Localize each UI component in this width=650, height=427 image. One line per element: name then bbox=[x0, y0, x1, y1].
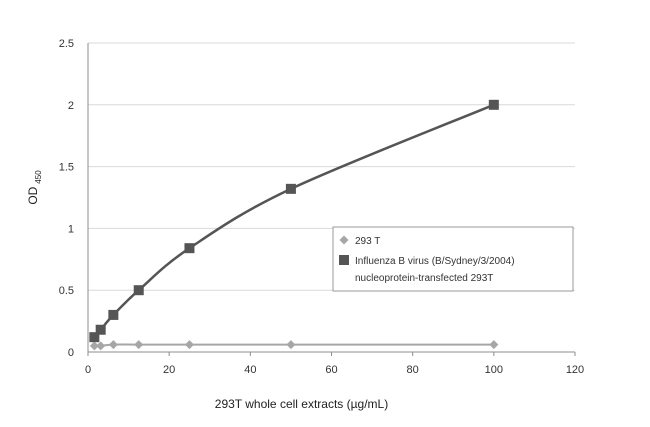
data-point bbox=[286, 340, 296, 350]
data-point bbox=[184, 340, 194, 350]
data-point bbox=[184, 243, 195, 254]
y-tick-label: 2 bbox=[68, 100, 74, 112]
legend-marker bbox=[339, 235, 349, 245]
y-axis-title-subscript: 450 bbox=[34, 170, 43, 184]
data-point bbox=[489, 340, 499, 350]
legend-label: nucleoprotein-transfected 293T bbox=[355, 273, 493, 284]
x-tick-label: 60 bbox=[325, 364, 337, 376]
data-point bbox=[89, 332, 100, 343]
data-point bbox=[108, 340, 118, 350]
y-tick-label: 0.5 bbox=[59, 285, 74, 297]
data-point bbox=[133, 285, 144, 296]
axes: 0 0.5 1 1.5 2 2.5 0 20 40 60 80 100 120 bbox=[59, 38, 584, 376]
x-tick-label: 40 bbox=[244, 364, 256, 376]
series-2 bbox=[89, 99, 499, 343]
legend-label: 293 T bbox=[355, 236, 380, 247]
x-tick-label: 0 bbox=[85, 364, 91, 376]
data-point bbox=[488, 99, 499, 110]
series-line bbox=[93, 103, 495, 338]
series bbox=[89, 99, 499, 351]
x-axis-title: 293T whole cell extracts (µg/mL) bbox=[215, 397, 388, 411]
x-tick-label: 20 bbox=[163, 364, 175, 376]
data-point bbox=[134, 340, 144, 350]
data-point bbox=[89, 341, 99, 351]
x-tick-label: 120 bbox=[566, 364, 584, 376]
y-tick-label: 1.5 bbox=[59, 162, 74, 174]
x-tick-label: 100 bbox=[485, 364, 503, 376]
x-tick-label: 80 bbox=[407, 364, 419, 376]
legend-box bbox=[332, 226, 574, 292]
series-1 bbox=[89, 340, 499, 351]
y-tick-label: 1 bbox=[68, 223, 74, 235]
y-tick-label: 2.5 bbox=[59, 38, 74, 50]
y-tick-label: 0 bbox=[68, 347, 74, 359]
legend: 293 T Influenza B virus (B/Sydney/3/2004)… bbox=[332, 226, 574, 292]
data-point bbox=[95, 324, 106, 335]
data-point bbox=[108, 309, 119, 320]
data-point bbox=[285, 183, 296, 194]
legend-marker bbox=[339, 255, 349, 265]
data-point bbox=[96, 341, 106, 351]
y-axis-title-main: OD bbox=[26, 186, 40, 204]
y-axis-title: OD 450 bbox=[26, 170, 43, 205]
legend-label: Influenza B virus (B/Sydney/3/2004) bbox=[355, 256, 515, 267]
